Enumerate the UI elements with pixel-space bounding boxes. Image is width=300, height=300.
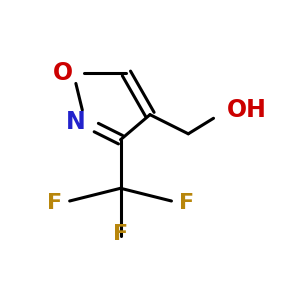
Text: N: N	[65, 110, 85, 134]
Text: O: O	[53, 61, 74, 85]
Text: F: F	[46, 193, 62, 213]
Text: F: F	[113, 224, 128, 244]
Text: F: F	[179, 193, 195, 213]
Text: OH: OH	[226, 98, 266, 122]
